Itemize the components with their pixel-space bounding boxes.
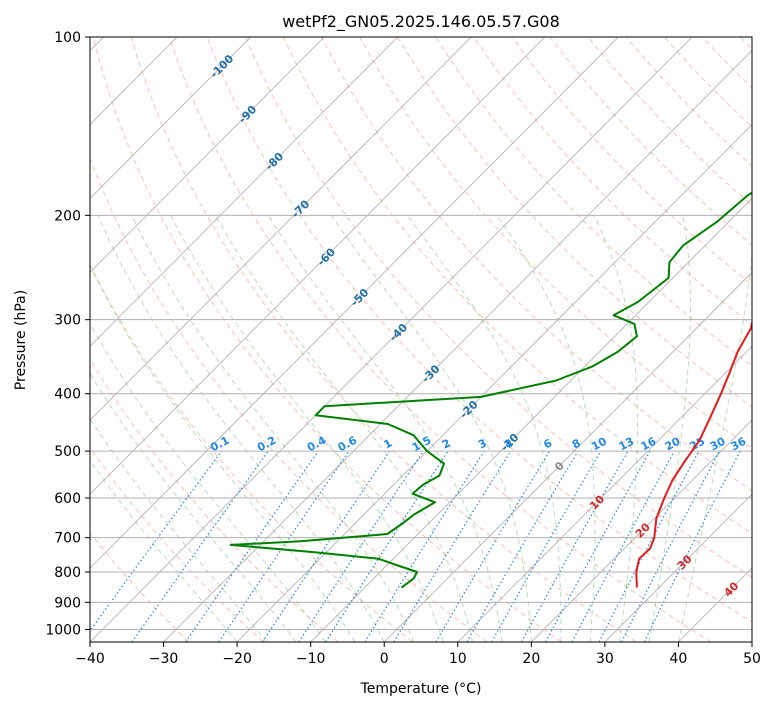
x-tick-label: 30 bbox=[596, 651, 614, 667]
moist-adiabat-line bbox=[593, 215, 638, 642]
x-tick-label: 10 bbox=[449, 651, 467, 667]
plot-frame bbox=[89, 36, 753, 643]
mixing-ratio-line bbox=[571, 450, 675, 642]
mixing-ratio-line bbox=[393, 450, 512, 642]
y-tick-label: 900 bbox=[54, 595, 81, 611]
dry-adiabat-line bbox=[625, 37, 752, 167]
dry-adiabat-line bbox=[549, 37, 752, 246]
dry-adiabat-line bbox=[397, 37, 752, 408]
x-axis-ticks: −40 −30 −20 −10 0 10 20 30 40 50 bbox=[75, 642, 761, 667]
x-tick-label: 0 bbox=[380, 651, 389, 667]
dry-adiabat-line bbox=[435, 37, 752, 367]
moist-adiabat-line bbox=[90, 322, 326, 642]
isotherm-line bbox=[310, 197, 752, 642]
isotherm-line bbox=[383, 271, 752, 642]
moist-adiabat-line bbox=[90, 459, 238, 642]
y-tick-label: 400 bbox=[54, 387, 81, 403]
mixing-ratio-line bbox=[545, 450, 651, 642]
x-tick-label: 50 bbox=[743, 651, 761, 667]
isotherm-line bbox=[531, 419, 752, 642]
mixing-ratio-line bbox=[261, 450, 391, 642]
mixing-ratio-line bbox=[90, 450, 223, 632]
isotherm-line bbox=[90, 37, 546, 495]
x-tick-label: −30 bbox=[149, 651, 179, 667]
moist-adiabat-line bbox=[496, 215, 596, 642]
isotherm-line bbox=[751, 641, 752, 642]
y-tick-label: 500 bbox=[54, 444, 81, 460]
dry-adiabat-line bbox=[473, 37, 752, 326]
dry-adiabat-line bbox=[587, 37, 752, 206]
mixing-ratio-line bbox=[325, 450, 449, 642]
temperature-profile bbox=[635, 318, 752, 588]
isotherm-line bbox=[90, 37, 251, 200]
mixing-ratio-line bbox=[185, 450, 319, 642]
mixing-ratio-label: 20 bbox=[663, 435, 683, 454]
moist-adiabat-line bbox=[677, 253, 752, 642]
dry-adiabat-line bbox=[130, 37, 637, 642]
dry-adiabat-line bbox=[283, 37, 752, 535]
isotherm-line bbox=[163, 50, 752, 642]
y-tick-label: 200 bbox=[54, 208, 81, 224]
mixing-ratio-line bbox=[218, 450, 350, 642]
moist-adiabat-line bbox=[90, 372, 297, 642]
x-tick-label: −20 bbox=[222, 651, 252, 667]
y-tick-label: 800 bbox=[54, 565, 81, 581]
mixing-ratio-label: 13 bbox=[617, 435, 637, 454]
isotherm-line bbox=[236, 123, 752, 642]
y-tick-label: 300 bbox=[54, 313, 81, 329]
moist-adiabat-line bbox=[406, 215, 562, 642]
dry-adiabat-line bbox=[90, 358, 339, 642]
x-tick-label: 20 bbox=[522, 651, 540, 667]
moist-adiabat-line bbox=[131, 215, 415, 642]
pressure-grid bbox=[90, 37, 752, 630]
dry-adiabat-line bbox=[244, 37, 752, 578]
x-tick-label: 40 bbox=[670, 651, 688, 667]
plot-background bbox=[90, 37, 752, 642]
mixing-ratio-line bbox=[131, 450, 269, 642]
moist-adiabat-line bbox=[267, 215, 503, 642]
x-axis-label: Temperature (°C) bbox=[360, 681, 482, 697]
mixing-ratio-line bbox=[643, 450, 741, 642]
background-lines bbox=[90, 37, 752, 642]
y-axis-ticks: 100 200 300 400 500 600 700 800 900 1000 bbox=[45, 30, 90, 638]
mixing-ratio-label: 16 bbox=[639, 435, 659, 454]
isotherm-line bbox=[457, 345, 752, 642]
x-tick-label: −10 bbox=[296, 651, 326, 667]
isotherm-line bbox=[90, 37, 693, 642]
dry-adiabat-line bbox=[168, 37, 712, 642]
y-tick-label: 1000 bbox=[45, 622, 81, 638]
mixing-ratio-label: 36 bbox=[729, 435, 749, 454]
mixing-ratio-line bbox=[520, 450, 629, 642]
x-tick-label: −40 bbox=[75, 651, 105, 667]
isotherm-line bbox=[604, 493, 752, 642]
moist-adiabat-line bbox=[90, 264, 356, 642]
dry-adiabat-line bbox=[90, 531, 190, 642]
dry-adiabat-line bbox=[90, 263, 413, 642]
isotherm-line bbox=[90, 37, 472, 421]
isotherm-line bbox=[90, 37, 399, 347]
mixing-ratio-line bbox=[298, 450, 424, 642]
moist-adiabat-line bbox=[648, 215, 691, 642]
moist-adiabat-line bbox=[331, 215, 532, 642]
mixing-ratio-label: 10 bbox=[589, 435, 609, 454]
isotherm-line bbox=[90, 37, 325, 273]
y-axis-label: Pressure (hPa) bbox=[13, 290, 29, 390]
dewpoint-profile bbox=[229, 191, 752, 589]
y-tick-label: 700 bbox=[54, 531, 81, 547]
dry-adiabat-line bbox=[92, 37, 562, 642]
moist-adiabat-line bbox=[90, 417, 267, 642]
y-tick-label: 100 bbox=[54, 30, 81, 46]
dry-adiabat-line bbox=[90, 156, 488, 642]
moist-adiabat-line bbox=[170, 215, 444, 642]
dry-adiabat-line bbox=[511, 37, 752, 286]
moist-adiabat-line bbox=[214, 215, 473, 642]
chart-title: wetPf2_GN05.2025.146.05.57.G08 bbox=[282, 12, 560, 32]
y-tick-label: 600 bbox=[54, 491, 81, 507]
isotherm-line bbox=[90, 37, 619, 569]
mixing-ratio-label: 30 bbox=[708, 435, 728, 454]
dry-adiabat-line bbox=[206, 37, 752, 623]
profiles bbox=[229, 191, 752, 589]
